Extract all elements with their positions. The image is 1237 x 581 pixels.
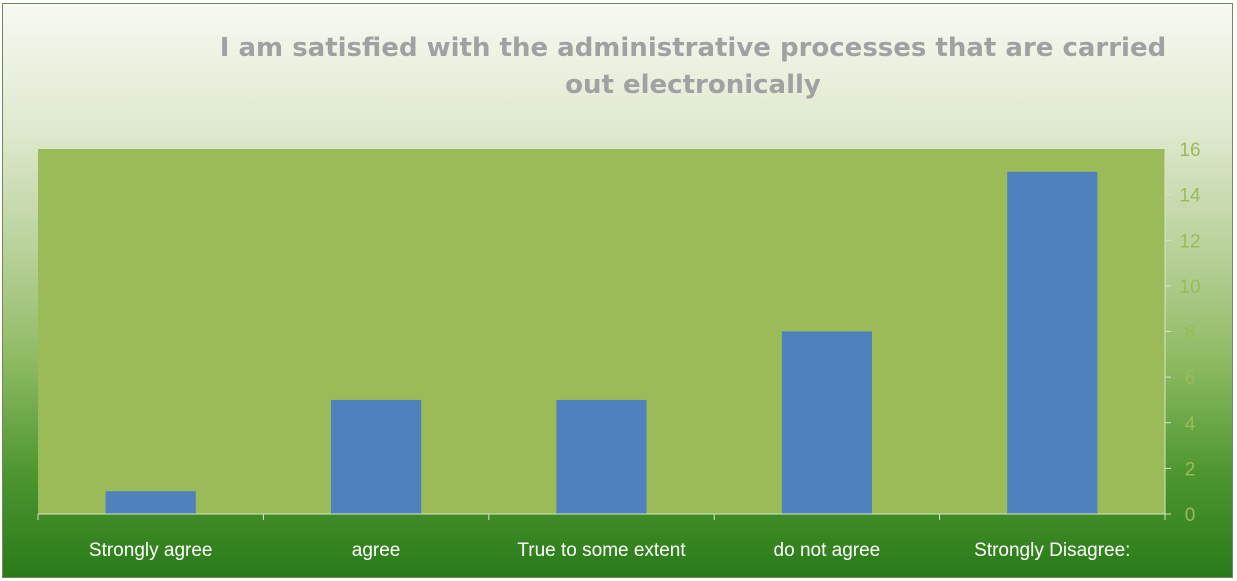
- y-tick-label: 10: [1179, 277, 1200, 298]
- y-tick-label: 6: [1185, 368, 1196, 389]
- bar: [105, 491, 196, 514]
- x-tick-label: agree: [352, 540, 401, 561]
- x-tick-label: True to some extent: [517, 540, 686, 561]
- axes-group: Strongly agree agree True to some extent do…: [37, 140, 1201, 561]
- x-tick-label: Strongly agree: [89, 540, 213, 561]
- y-tick-label: 8: [1185, 323, 1196, 344]
- y-tick-label: 16: [1179, 140, 1200, 161]
- bar: [781, 331, 872, 514]
- y-tick-label: 4: [1185, 414, 1196, 435]
- bars-group: [105, 171, 1098, 514]
- x-tick-label: Strongly Disagree:: [974, 540, 1130, 561]
- bar: [1007, 171, 1098, 514]
- x-tick-label: do not agree: [774, 540, 881, 561]
- y-tick-label: 2: [1185, 459, 1196, 480]
- bar: [556, 399, 647, 514]
- bar: [331, 399, 422, 514]
- y-tick-label: 12: [1179, 231, 1200, 252]
- y-tick-label: 0: [1185, 505, 1196, 526]
- y-tick-label: 14: [1179, 186, 1201, 207]
- chart-title: I am satisfied with the administrative p…: [219, 33, 1167, 100]
